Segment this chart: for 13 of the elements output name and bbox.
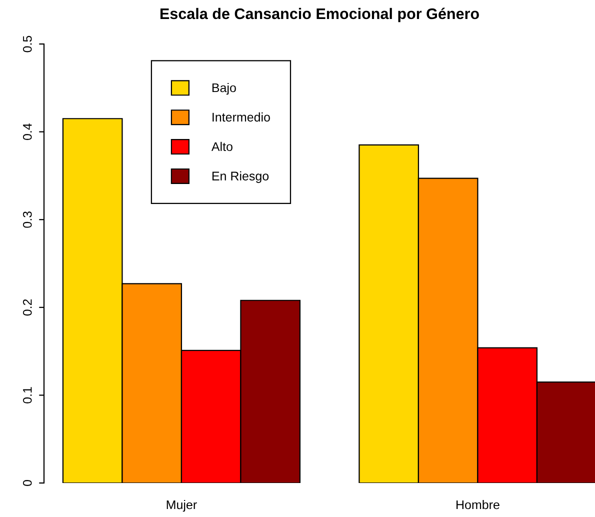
x-tick-label: Hombre (456, 500, 500, 510)
legend-label: En Riesgo (212, 171, 269, 183)
legend-label: Bajo (212, 83, 236, 95)
y-tick-label: 0.5 (22, 36, 32, 52)
y-tick-label: 0 (22, 480, 32, 486)
legend-label: Intermedio (212, 112, 270, 122)
y-tick-label: 0.3 (22, 211, 32, 228)
x-tick-label: Mujer (166, 500, 197, 512)
y-tick-label: 0.1 (22, 387, 32, 404)
y-tick-label: 0.4 (22, 123, 32, 140)
y-tick-label: 0.2 (22, 299, 32, 316)
legend-label: Alto (211, 142, 232, 152)
chart-title: Escala de Cansancio Emocional por Género (160, 8, 479, 22)
